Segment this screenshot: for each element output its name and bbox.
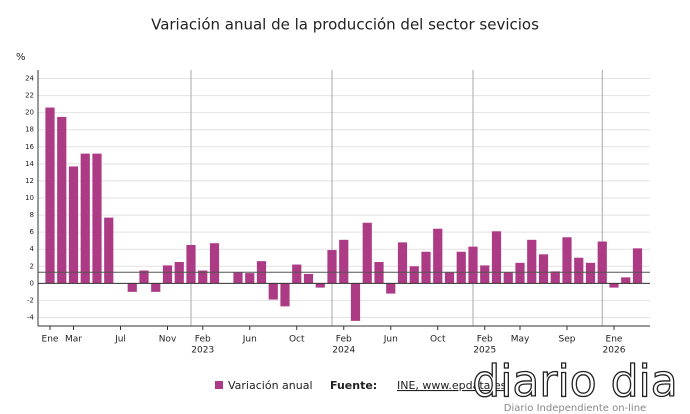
y-tick-label: 6 [30, 228, 35, 236]
bar [585, 262, 596, 284]
x-tick-label: Jul [114, 335, 126, 345]
y-tick-label: 20 [25, 109, 34, 117]
x-tick-label: Mar [65, 335, 82, 345]
y-tick-label: 2 [30, 262, 34, 270]
y-tick-label: 0 [30, 279, 34, 287]
x-tick-label: Ene [606, 335, 623, 345]
bar [350, 283, 361, 321]
watermark-sub: Diario Independiente on-line [504, 403, 646, 414]
bar [162, 265, 173, 284]
y-tick-label: 4 [30, 245, 35, 253]
bar [515, 262, 525, 284]
bar [292, 264, 302, 284]
x-tick-label: Sep [559, 335, 576, 345]
bar [397, 242, 408, 284]
x-tick-label: Ene [42, 335, 59, 345]
y-tick-label: 12 [25, 177, 34, 185]
x-year-label: 2025 [473, 346, 496, 356]
x-tick-label: Feb [477, 335, 493, 345]
bar [409, 266, 419, 284]
y-tick-label: 16 [25, 143, 34, 151]
bar [621, 277, 631, 284]
watermark: diario dia [472, 356, 677, 407]
y-tick-label: 8 [30, 211, 34, 219]
bar [456, 251, 466, 284]
x-year-label: 2024 [332, 346, 355, 356]
bar [92, 153, 102, 284]
bar [80, 153, 90, 284]
bar [127, 283, 137, 292]
bar [491, 231, 502, 284]
x-tick-label: Jun [242, 335, 257, 345]
bar [574, 257, 584, 284]
bar [186, 244, 196, 284]
bar [480, 265, 490, 284]
bar [45, 107, 55, 284]
bar [433, 228, 443, 284]
bar [386, 283, 396, 294]
bar [468, 246, 478, 284]
bar [609, 283, 619, 288]
bar [339, 239, 349, 284]
y-tick-label: 14 [25, 160, 34, 168]
bar [315, 283, 325, 288]
bar [327, 250, 337, 284]
bar [104, 217, 114, 284]
bar [280, 283, 290, 307]
legend-swatch [215, 381, 223, 389]
y-tick-label: 24 [25, 75, 34, 83]
bar [503, 272, 513, 284]
bar [139, 270, 149, 284]
chart-title: Variación anual de la producción del sec… [151, 16, 539, 34]
y-tick-label: 18 [25, 126, 34, 134]
bar [421, 251, 431, 284]
y-tick-label: 10 [25, 194, 34, 202]
bar [632, 248, 643, 284]
legend-label: Variación anual [228, 379, 313, 392]
x-tick-label: Feb [195, 335, 211, 345]
x-tick-label: Oct [430, 335, 446, 345]
x-year-label: 2026 [603, 346, 626, 356]
bar [444, 272, 455, 284]
x-tick-label: Nov [159, 335, 177, 345]
bar [245, 273, 255, 284]
source-text: INE, www.epdata.es [397, 379, 507, 392]
bar [538, 254, 549, 284]
y-tick-label: -4 [27, 313, 35, 321]
y-unit: % [16, 52, 26, 63]
source-label: Fuente: [330, 379, 377, 392]
bar [151, 283, 161, 292]
bar [198, 270, 208, 284]
x-tick-label: Jun [383, 335, 398, 345]
bar [57, 116, 67, 284]
bar [233, 272, 243, 284]
x-tick-label: May [511, 335, 530, 345]
bar [527, 239, 537, 284]
bar [68, 166, 79, 284]
bar [562, 237, 572, 284]
bar [362, 222, 372, 284]
x-tick-label: Oct [289, 335, 305, 345]
bar [550, 271, 560, 284]
y-tick-label: 22 [25, 92, 34, 100]
y-tick-label: -2 [27, 296, 34, 304]
bar [268, 283, 278, 300]
x-tick-label: Feb [336, 335, 352, 345]
bar [597, 241, 607, 284]
x-year-label: 2023 [191, 346, 214, 356]
bar [303, 273, 314, 284]
bar [209, 243, 220, 284]
